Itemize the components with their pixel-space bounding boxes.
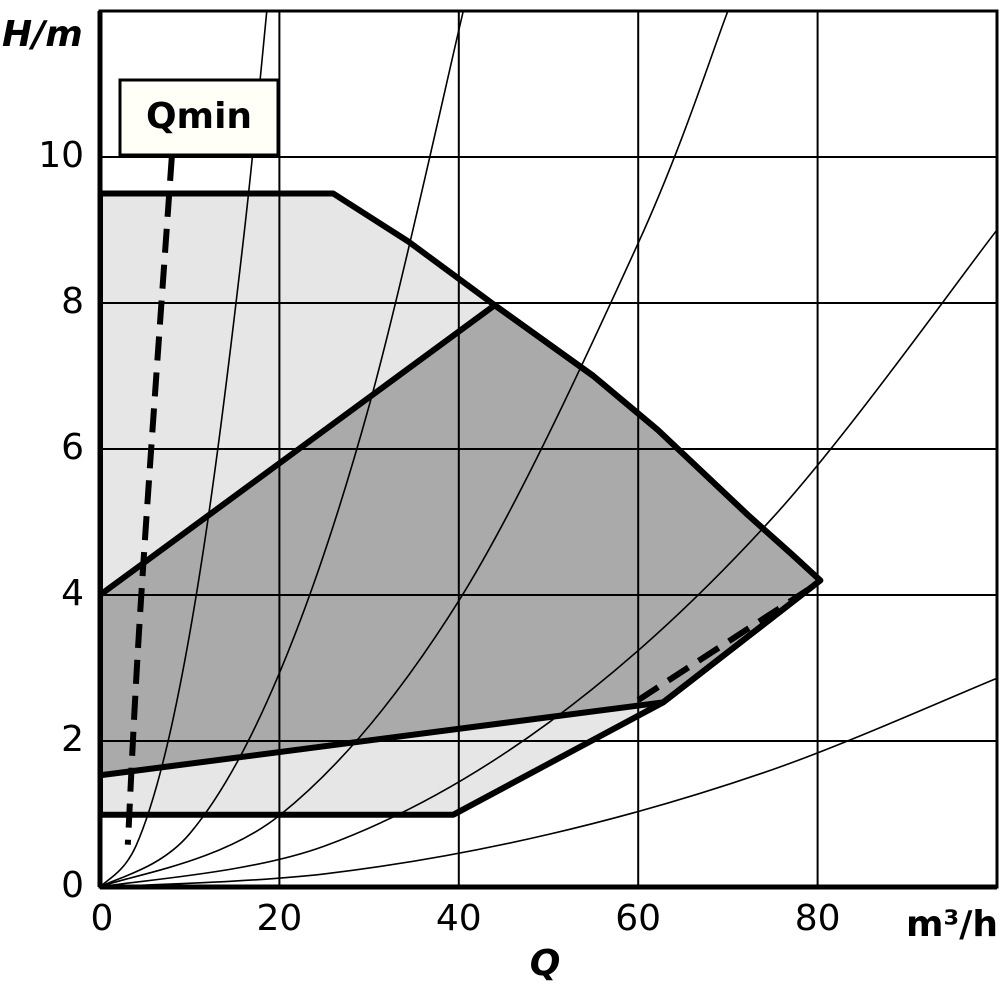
y-tick-label: 0 xyxy=(61,865,84,906)
region-outline xyxy=(100,302,824,779)
x-tick-label: 0 xyxy=(91,898,114,939)
y-tick-label: 2 xyxy=(61,719,84,760)
x-tick-label: 80 xyxy=(795,898,841,939)
x-tick-label: 60 xyxy=(615,898,661,939)
system-curve xyxy=(100,11,268,887)
annotation: Qmin xyxy=(146,96,252,137)
dashed-line xyxy=(124,156,175,845)
x-axis-label: Q xyxy=(530,943,561,984)
x-tick-label: 20 xyxy=(256,898,302,939)
system-curve xyxy=(100,229,997,887)
annotation-box xyxy=(118,78,280,157)
y-tick-label: 6 xyxy=(61,427,84,468)
plot-area xyxy=(100,11,997,887)
x-axis-unit: m³/h xyxy=(906,904,998,945)
y-tick-label: 4 xyxy=(61,573,84,614)
system-curve xyxy=(100,11,729,887)
dashed-line xyxy=(636,587,810,703)
y-tick-label: 10 xyxy=(38,135,84,176)
system-curve xyxy=(100,677,997,887)
x-tick-label: 40 xyxy=(436,898,482,939)
y-axis-label: H/m xyxy=(2,14,83,55)
system-curve xyxy=(100,11,465,887)
y-tick-label: 8 xyxy=(61,281,84,322)
